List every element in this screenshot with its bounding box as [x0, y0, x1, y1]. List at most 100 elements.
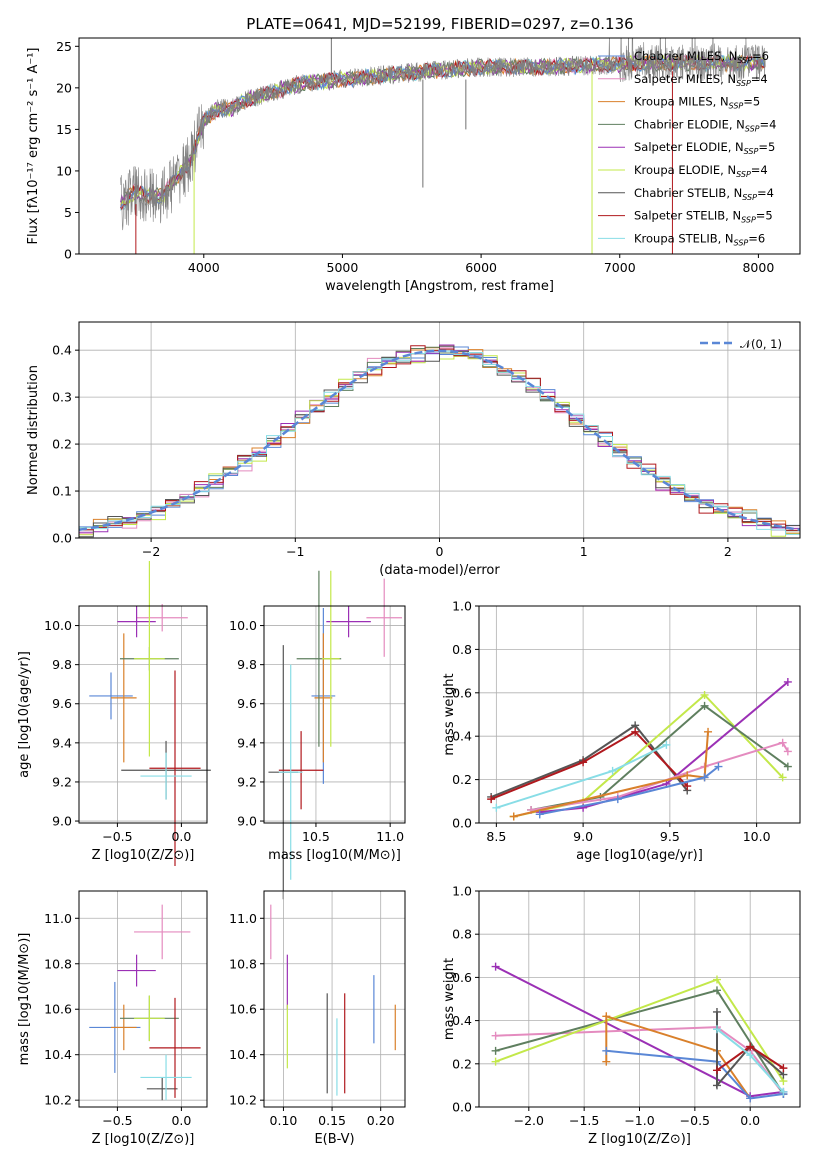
y-tick-label: 10.6: [44, 1002, 72, 1017]
x-tick-label: −2.0: [514, 1113, 544, 1128]
legend-subscript: SSP: [736, 170, 751, 179]
y-tick-label: 0.8: [452, 642, 472, 657]
y-tick-label: 9.6: [52, 696, 72, 711]
legend-subscript: SSP: [736, 79, 751, 88]
y-axis-label: mass weight: [442, 673, 457, 755]
x-tick-label: 10.0: [743, 829, 771, 844]
weight-marker: [602, 1057, 611, 1066]
y-tick-label: 0.4: [452, 729, 472, 744]
weight-marker: [714, 762, 723, 771]
legend-label: Salpeter MILES, NSSP=4: [634, 72, 768, 88]
y-tick-label: 0.2: [452, 772, 472, 787]
y-tick-label: 10.8: [44, 956, 72, 971]
weight-marker: [491, 962, 500, 971]
legend-subscript: SSP: [745, 124, 760, 133]
x-tick-label: 0.0: [171, 1113, 191, 1128]
y-tick-label: 11.0: [44, 911, 72, 926]
y-tick-label: 10: [56, 163, 72, 178]
y-tick-label: 5: [64, 205, 72, 220]
x-tick-label: 8.5: [486, 829, 506, 844]
weight-marker: [712, 986, 721, 995]
y-tick-label: 0.6: [452, 685, 472, 700]
weight-marker: [704, 727, 713, 736]
weight-marker: [712, 1081, 721, 1090]
weight-line: [606, 1049, 784, 1100]
x-tick-label: −1.0: [624, 1113, 654, 1128]
weight-line: [530, 741, 789, 811]
x-tick-label: 4000: [188, 260, 220, 275]
legend-label: Kroupa ELODIE, NSSP=4: [634, 163, 768, 179]
x-tick-label: −0.5: [102, 1113, 132, 1128]
y-tick-label: 0.8: [452, 927, 472, 942]
y-tick-label: 9.2: [237, 774, 257, 789]
x-tick-label: 0.20: [367, 1113, 395, 1128]
x-tick-label: 2: [724, 544, 732, 559]
weight-marker: [509, 812, 518, 821]
y-tick-label: 10.4: [44, 1047, 72, 1062]
y-tick-label: 0.4: [452, 1013, 472, 1028]
legend-label: Chabrier STELIB, NSSP=4: [634, 186, 774, 202]
y-tick-label: 10.2: [229, 1093, 257, 1108]
x-tick-label: 0.0: [171, 829, 191, 844]
x-tick-label: −0.5: [102, 829, 132, 844]
x-tick-label: 0.15: [318, 1113, 346, 1128]
y-tick-label: 0.0: [452, 1100, 472, 1115]
weight-line: [539, 765, 720, 816]
normal-curve: [79, 349, 800, 532]
x-axis-label: age [log10(age/yr)]: [576, 848, 703, 863]
y-tick-label: 10.4: [229, 1047, 257, 1062]
weight-marker: [631, 727, 640, 736]
x-tick-label: −0.5: [680, 1113, 710, 1128]
legend-subscript: SSP: [729, 102, 744, 111]
y-tick-label: 10.2: [44, 1093, 72, 1108]
weight-marker: [608, 766, 617, 775]
weight-line: [513, 731, 709, 818]
weight-marker: [746, 1042, 755, 1051]
legend-subscript: SSP: [742, 193, 757, 202]
legend-count: =5: [756, 209, 773, 223]
x-tick-label: 11.0: [376, 829, 404, 844]
weight-marker: [491, 1031, 500, 1040]
y-tick-label: 20: [56, 80, 72, 95]
weight-marker: [487, 795, 496, 804]
y-axis-label: age [log10(age/yr)]: [17, 651, 32, 778]
y-tick-label: 1.0: [452, 599, 472, 614]
y-tick-label: 0.2: [452, 1056, 472, 1071]
legend-count: =6: [748, 231, 765, 245]
weight-marker: [492, 803, 501, 812]
y-tick-label: 0: [64, 247, 72, 262]
weight-marker: [602, 1046, 611, 1055]
y-tick-label: 10.0: [44, 618, 72, 633]
weight-marker: [778, 773, 787, 782]
x-tick-label: −1.5: [569, 1113, 599, 1128]
legend-count: =5: [758, 140, 775, 154]
legend-label: Chabrier ELODIE, NSSP=4: [634, 117, 776, 133]
x-tick-label: 9.0: [573, 829, 593, 844]
weight-marker: [778, 738, 787, 747]
x-tick-label: −2: [142, 544, 160, 559]
weight-marker: [491, 1057, 500, 1066]
x-axis-label: mass [log10(M/M⊙)]: [268, 848, 401, 863]
x-tick-label: 0: [436, 544, 444, 559]
x-axis-label: E(B-V): [314, 1132, 354, 1147]
x-tick-label: 1: [580, 544, 588, 559]
weight-marker: [700, 773, 709, 782]
weight-marker: [779, 1087, 788, 1096]
y-tick-label: 11.0: [229, 911, 257, 926]
y-tick-label: 0.0: [52, 531, 72, 546]
weight-line: [605, 1014, 752, 1099]
y-tick-label: 10.0: [229, 618, 257, 633]
y-axis-label: mass [log10(M/M⊙)]: [17, 933, 32, 1066]
weight-marker: [579, 758, 588, 767]
x-axis-label: Z [log10(Z/Z⊙)]: [92, 848, 195, 863]
x-tick-label: 0.0: [740, 1113, 760, 1128]
legend-label: Salpeter STELIB, NSSP=5: [634, 209, 773, 225]
axes-frame: [478, 605, 801, 824]
legend-label: Kroupa STELIB, NSSP=6: [634, 231, 765, 247]
chart-title: PLATE=0641, MJD=52199, FIBERID=0297, z=0…: [246, 15, 633, 33]
weight-marker: [712, 1025, 721, 1034]
axes-frame: [78, 890, 208, 1108]
legend-count: =4: [751, 163, 768, 177]
x-axis-label: wavelength [Angstrom, rest frame]: [325, 279, 554, 294]
